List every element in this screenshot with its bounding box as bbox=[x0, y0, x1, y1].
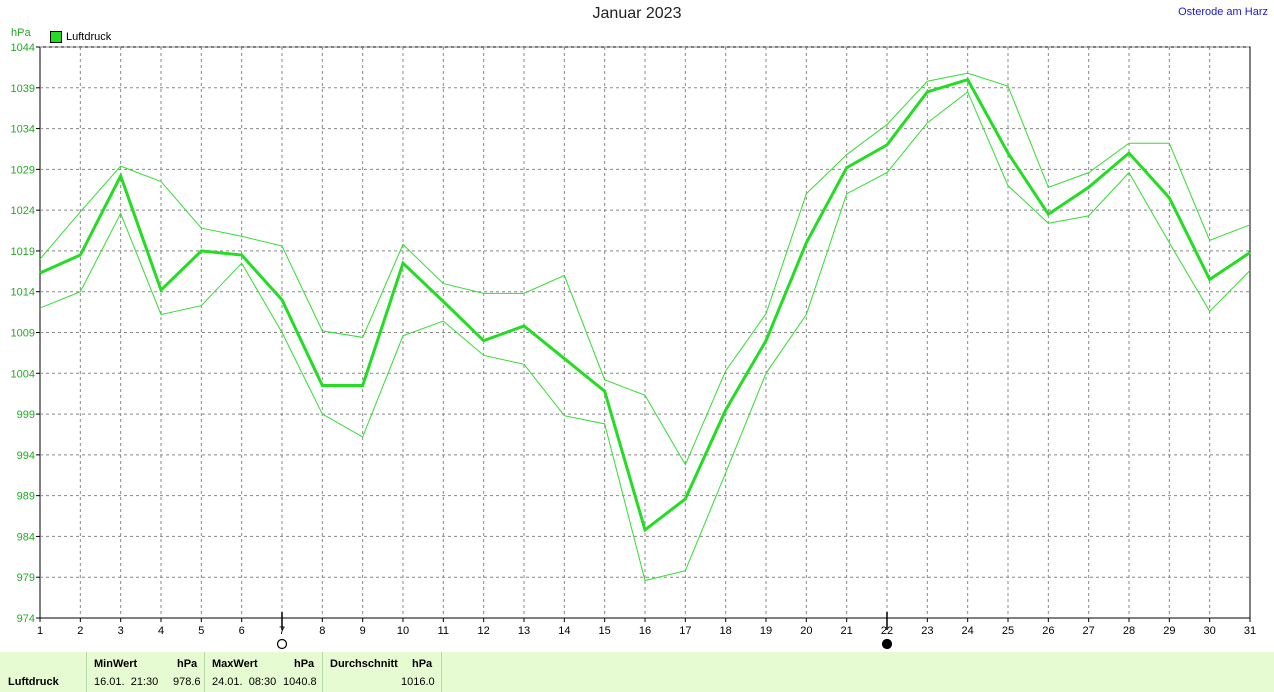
y-tick-label: 1019 bbox=[11, 246, 35, 258]
legend-label: Luftdruck bbox=[66, 31, 112, 43]
x-tick-label: 10 bbox=[397, 625, 409, 637]
y-tick-label: 979 bbox=[17, 572, 35, 584]
y-tick-label: 984 bbox=[17, 531, 35, 543]
max-datetime: 24.01. 08:30 bbox=[212, 676, 277, 688]
x-tick-label: 5 bbox=[198, 625, 204, 637]
x-tick-label: 28 bbox=[1123, 625, 1135, 637]
y-tick-label: 1034 bbox=[11, 124, 35, 136]
y-tick-label: 1014 bbox=[11, 287, 35, 299]
x-tick-label: 25 bbox=[1002, 625, 1014, 637]
x-tick-label: 20 bbox=[800, 625, 812, 637]
x-tick-label: 8 bbox=[319, 625, 325, 637]
x-tick-label: 12 bbox=[478, 625, 490, 637]
x-tick-label: 19 bbox=[760, 625, 772, 637]
x-tick-label: 26 bbox=[1042, 625, 1054, 637]
x-tick-label: 4 bbox=[158, 625, 164, 637]
x-tick-label: 13 bbox=[518, 625, 530, 637]
avg-value: 1016.0 bbox=[401, 676, 435, 688]
x-tick-label: 9 bbox=[360, 625, 366, 637]
y-tick-label: 1004 bbox=[11, 368, 35, 380]
x-tick-label: 11 bbox=[438, 625, 449, 637]
chart-plot: 9749799849899949991004100910141019102410… bbox=[11, 42, 1256, 650]
series-line-luftdruck bbox=[39, 77, 1251, 533]
max-header: MaxWert bbox=[212, 658, 258, 670]
location-label: Osterode am Harz bbox=[1178, 6, 1268, 18]
stats-label-cell: Luftdruck bbox=[0, 652, 86, 692]
x-tick-label: 23 bbox=[921, 625, 933, 637]
x-tick-label: 21 bbox=[841, 625, 853, 637]
avg-header: Durchschnitt bbox=[330, 658, 398, 670]
x-tick-label: 27 bbox=[1083, 625, 1095, 637]
full-moon-icon bbox=[881, 638, 893, 650]
x-tick-label: 18 bbox=[720, 625, 732, 637]
min-value: 978.6 bbox=[173, 676, 201, 688]
avg-unit: hPa bbox=[412, 658, 433, 670]
y-tick-label: 974 bbox=[17, 613, 35, 625]
y-tick-label: 1039 bbox=[11, 83, 35, 95]
stats-row-label: Luftdruck bbox=[8, 676, 59, 688]
legend-swatch-icon bbox=[50, 31, 62, 43]
x-tick-label: 24 bbox=[962, 625, 974, 637]
max-value: 1040.8 bbox=[283, 676, 317, 688]
y-tick-label: 994 bbox=[17, 450, 35, 462]
series-line-max bbox=[39, 72, 1251, 466]
x-tick-label: 17 bbox=[679, 625, 691, 637]
chart-title: Januar 2023 bbox=[592, 5, 682, 22]
x-tick-label: 29 bbox=[1163, 625, 1175, 637]
stats-max-cell: MaxWert hPa 24.01. 08:30 1040.8 bbox=[204, 652, 323, 692]
series-line-min bbox=[39, 91, 1251, 582]
stats-avg-cell: Durchschnitt hPa 1016.0 bbox=[322, 652, 442, 692]
x-tick-label: 1 bbox=[37, 625, 43, 637]
max-unit: hPa bbox=[294, 658, 315, 670]
y-tick-label: 999 bbox=[17, 409, 35, 421]
y-tick-label: 1044 bbox=[11, 42, 35, 54]
x-tick-label: 7 bbox=[279, 625, 285, 637]
min-unit: hPa bbox=[177, 658, 198, 670]
x-tick-label: 6 bbox=[239, 625, 245, 637]
x-tick-label: 3 bbox=[118, 625, 124, 637]
x-tick-label: 14 bbox=[558, 625, 570, 637]
y-tick-label: 1029 bbox=[11, 164, 35, 176]
x-tick-label: 15 bbox=[599, 625, 611, 637]
x-tick-label: 30 bbox=[1204, 625, 1216, 637]
y-tick-label: 1024 bbox=[11, 205, 35, 217]
x-tick-label: 16 bbox=[639, 625, 651, 637]
legend: Luftdruck bbox=[50, 31, 111, 43]
min-header: MinWert bbox=[94, 658, 138, 670]
y-axis-unit-label: hPa bbox=[11, 27, 31, 39]
statistics-bar: Luftdruck MinWert hPa 16.01. 21:30 978.6… bbox=[0, 652, 1274, 692]
x-tick-label: 31 bbox=[1244, 625, 1256, 637]
min-datetime: 16.01. 21:30 bbox=[94, 676, 159, 688]
x-tick-label: 2 bbox=[77, 625, 83, 637]
y-tick-label: 989 bbox=[17, 491, 35, 503]
y-tick-label: 1009 bbox=[11, 328, 35, 340]
stats-min-cell: MinWert hPa 16.01. 21:30 978.6 bbox=[86, 652, 205, 692]
x-tick-label: 22 bbox=[881, 625, 893, 637]
new-moon-icon bbox=[276, 638, 288, 650]
